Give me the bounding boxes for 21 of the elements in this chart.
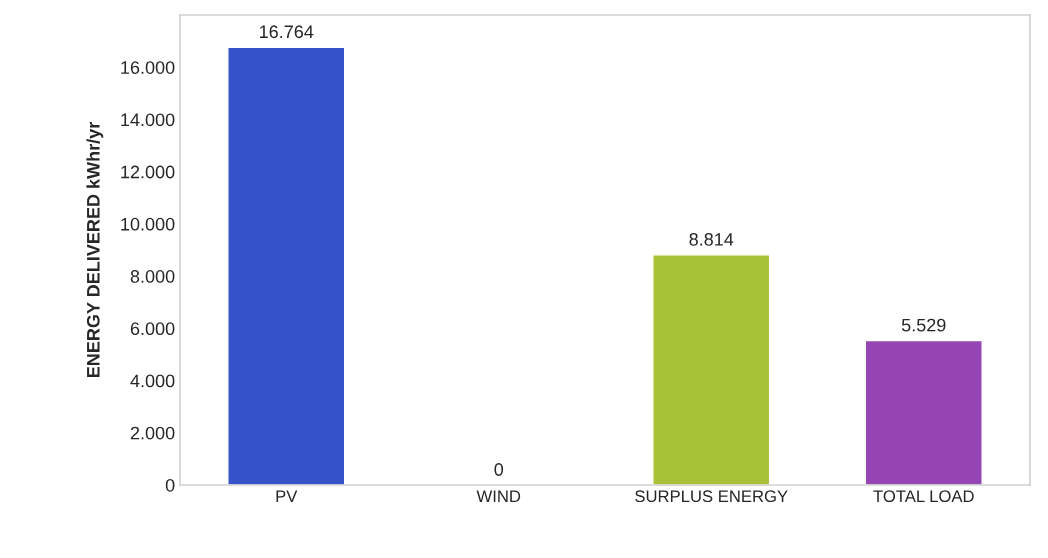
y-tick-label: 0 — [165, 478, 175, 492]
bar — [227, 46, 346, 485]
y-tick-label: 2.000 — [130, 426, 175, 440]
x-tick-label: SURPLUS ENERGY — [635, 490, 788, 503]
x-tick-label: PV — [276, 490, 298, 502]
y-tick-label: 10.000 — [121, 217, 175, 231]
y-tick-label: 8.000 — [130, 270, 175, 283]
data-label: 16.764 — [260, 25, 314, 39]
x-tick-label: TOTAL LOAD — [873, 490, 974, 503]
y-axis-title: ENERGY DELIVERED kWhr/yr — [86, 122, 104, 378]
y-tick-label: 14.000 — [121, 113, 175, 127]
data-label: 0 — [494, 463, 504, 476]
x-tick-label: WIND — [476, 490, 521, 502]
bar — [652, 254, 771, 485]
y-tick-label: 6.000 — [130, 322, 175, 336]
data-label: 5.529 — [901, 318, 946, 332]
bar — [864, 339, 983, 485]
y-tick-label: 16.000 — [121, 61, 175, 74]
y-tick-label: 4.000 — [130, 374, 175, 388]
data-label: 8.814 — [689, 232, 734, 246]
y-tick-label: 12.000 — [121, 165, 175, 179]
